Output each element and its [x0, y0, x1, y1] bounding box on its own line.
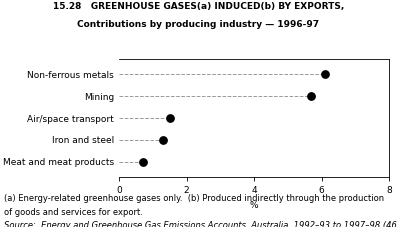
Text: of goods and services for export.: of goods and services for export. — [4, 208, 143, 217]
Text: Contributions by producing industry — 1996-97: Contributions by producing industry — 19… — [77, 20, 320, 30]
Text: 15.28   GREENHOUSE GASES(a) INDUCED(b) BY EXPORTS,: 15.28 GREENHOUSE GASES(a) INDUCED(b) BY … — [53, 2, 344, 11]
Point — [167, 116, 173, 120]
Text: Source:  Energy and Greenhouse Gas Emissions Accounts, Australia, 1992–93 to 199: Source: Energy and Greenhouse Gas Emissi… — [4, 221, 397, 227]
X-axis label: %: % — [250, 201, 258, 210]
Point — [322, 72, 328, 76]
Text: (a) Energy-related greenhouse gases only.  (b) Produced indirectly through the p: (a) Energy-related greenhouse gases only… — [4, 194, 384, 203]
Point — [140, 160, 146, 164]
Point — [308, 94, 314, 98]
Point — [160, 138, 166, 142]
